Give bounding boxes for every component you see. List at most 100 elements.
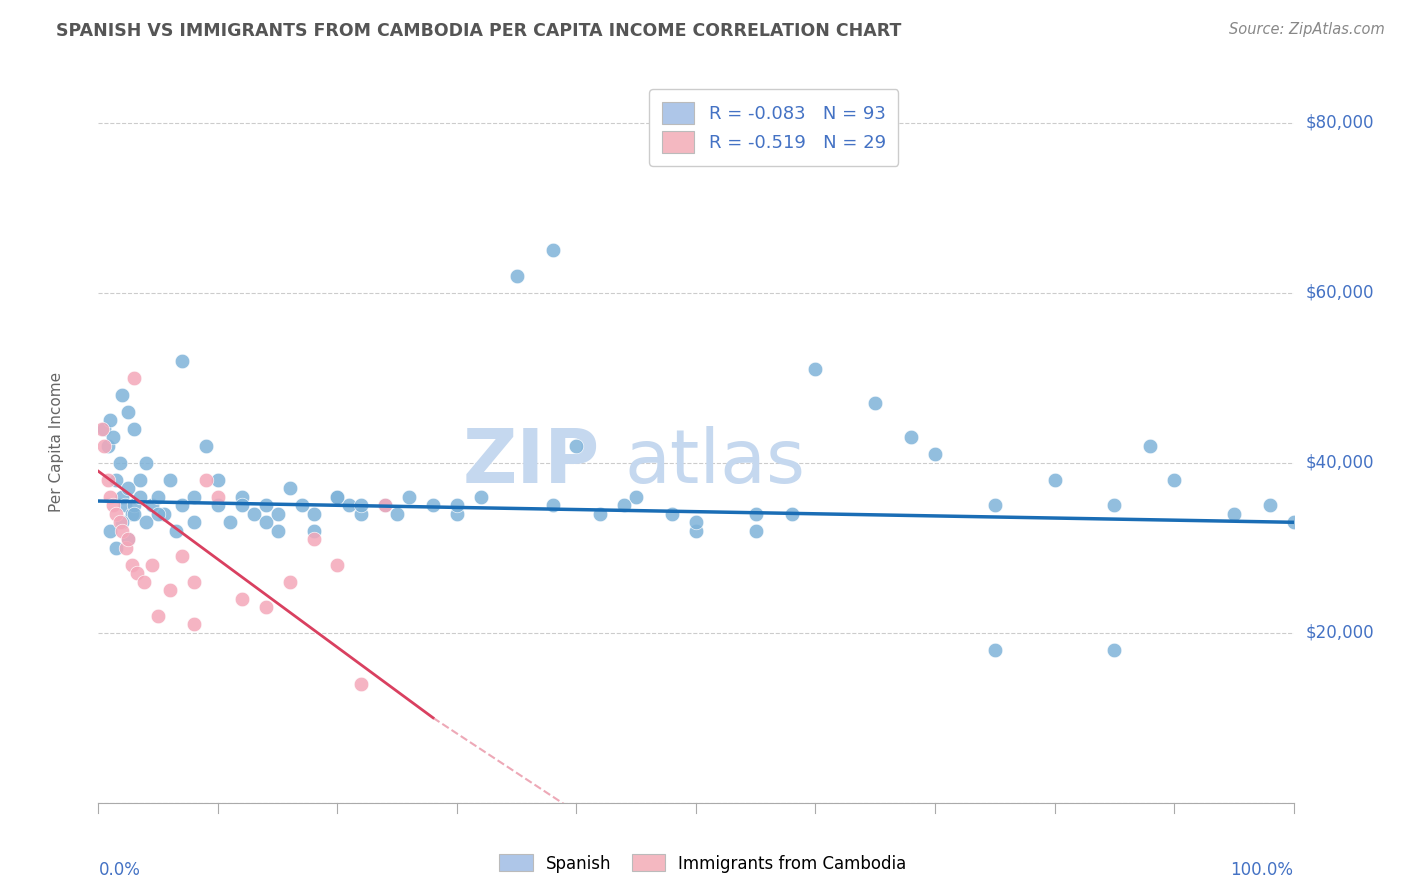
Point	[135, 516, 157, 530]
Point	[243, 507, 266, 521]
Point	[148, 490, 170, 504]
Point	[900, 430, 922, 444]
Point	[267, 524, 290, 538]
Point	[207, 473, 229, 487]
Point	[661, 507, 683, 521]
Point	[98, 413, 122, 427]
Point	[135, 456, 157, 470]
Point	[541, 498, 564, 512]
Point	[278, 481, 301, 495]
Point	[278, 574, 301, 589]
Point	[124, 507, 146, 521]
Point	[91, 422, 114, 436]
Point	[121, 507, 143, 521]
Point	[117, 533, 139, 547]
Point	[231, 591, 253, 606]
Point	[98, 490, 122, 504]
Point	[219, 516, 242, 530]
Point	[745, 524, 768, 538]
Point	[114, 498, 136, 512]
Point	[1282, 516, 1305, 530]
Point	[302, 524, 325, 538]
Text: $40,000: $40,000	[1306, 454, 1374, 472]
Point	[291, 498, 314, 512]
Point	[506, 268, 529, 283]
Point	[105, 541, 128, 555]
Point	[1104, 498, 1126, 512]
Point	[1258, 498, 1281, 512]
Point	[613, 498, 636, 512]
Point	[685, 516, 707, 530]
Point	[350, 677, 373, 691]
Point	[111, 388, 134, 402]
Point	[124, 422, 146, 436]
Point	[326, 558, 349, 572]
Legend: R = -0.083   N = 93, R = -0.519   N = 29: R = -0.083 N = 93, R = -0.519 N = 29	[650, 89, 898, 166]
Point	[172, 549, 194, 564]
Point	[984, 498, 1007, 512]
Point	[207, 490, 229, 504]
Point	[148, 608, 170, 623]
Point	[93, 439, 115, 453]
Point	[254, 516, 277, 530]
Point	[374, 498, 396, 512]
Point	[183, 617, 205, 632]
Point	[1104, 642, 1126, 657]
Text: $80,000: $80,000	[1306, 114, 1374, 132]
Point	[98, 524, 122, 538]
Point	[385, 507, 409, 521]
Point	[111, 516, 134, 530]
Point	[183, 490, 205, 504]
Point	[108, 516, 131, 530]
Point	[685, 524, 707, 538]
Point	[132, 574, 155, 589]
Point	[125, 566, 148, 581]
Point	[172, 498, 194, 512]
Point	[1139, 439, 1161, 453]
Point	[1163, 473, 1185, 487]
Point	[422, 498, 444, 512]
Text: SPANISH VS IMMIGRANTS FROM CAMBODIA PER CAPITA INCOME CORRELATION CHART: SPANISH VS IMMIGRANTS FROM CAMBODIA PER …	[56, 22, 901, 40]
Point	[541, 244, 564, 258]
Text: $20,000: $20,000	[1306, 624, 1374, 642]
Point	[302, 507, 325, 521]
Point	[254, 600, 277, 615]
Point	[108, 456, 131, 470]
Text: $60,000: $60,000	[1306, 284, 1374, 301]
Point	[97, 473, 120, 487]
Point	[1223, 507, 1246, 521]
Point	[153, 507, 176, 521]
Point	[231, 490, 253, 504]
Point	[1043, 473, 1066, 487]
Point	[398, 490, 420, 504]
Point	[172, 353, 194, 368]
Point	[183, 516, 205, 530]
Point	[183, 574, 205, 589]
Point	[101, 498, 124, 512]
Point	[117, 405, 139, 419]
Point	[195, 439, 218, 453]
Point	[124, 498, 146, 512]
Point	[121, 558, 143, 572]
Point	[780, 507, 803, 521]
Text: atlas: atlas	[624, 426, 806, 500]
Point	[105, 507, 128, 521]
Point	[129, 473, 152, 487]
Point	[589, 507, 612, 521]
Point	[159, 583, 181, 598]
Point	[984, 642, 1007, 657]
Point	[470, 490, 492, 504]
Point	[93, 422, 115, 436]
Point	[115, 541, 138, 555]
Point	[267, 507, 290, 521]
Point	[446, 507, 468, 521]
Legend: Spanish, Immigrants from Cambodia: Spanish, Immigrants from Cambodia	[492, 847, 914, 880]
Point	[626, 490, 648, 504]
Point	[565, 439, 588, 453]
Point	[446, 498, 468, 512]
Point	[374, 498, 396, 512]
Text: 100.0%: 100.0%	[1230, 861, 1294, 879]
Text: ZIP: ZIP	[463, 426, 600, 500]
Point	[195, 473, 218, 487]
Point	[924, 447, 946, 461]
